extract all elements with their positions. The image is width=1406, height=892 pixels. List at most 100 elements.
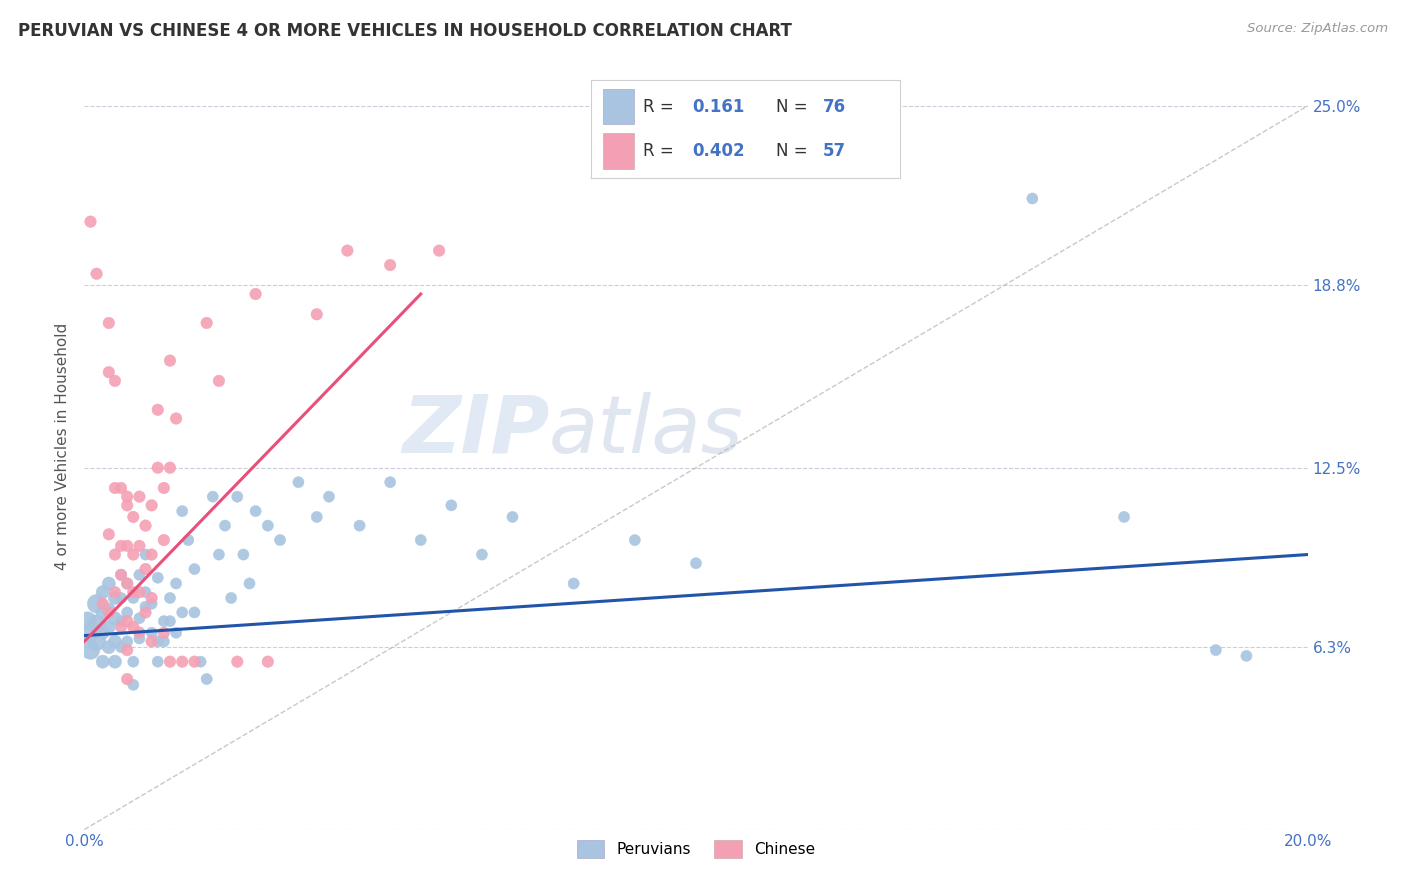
Text: ZIP: ZIP	[402, 392, 550, 470]
Point	[115, 539, 138, 553]
Point	[104, 655, 127, 669]
Point	[128, 611, 150, 625]
Point	[104, 585, 127, 599]
Point	[153, 634, 176, 648]
Point	[128, 567, 150, 582]
Point	[86, 634, 108, 648]
Point	[177, 533, 200, 547]
Point	[128, 490, 150, 504]
Point	[122, 678, 145, 692]
Point	[79, 625, 101, 640]
Point	[141, 625, 163, 640]
Point	[159, 591, 181, 605]
Point	[110, 567, 132, 582]
Point	[86, 597, 108, 611]
Point	[172, 504, 194, 518]
Point	[135, 585, 157, 599]
Point	[183, 655, 205, 669]
Point	[153, 481, 176, 495]
Point	[146, 460, 169, 475]
Point	[91, 585, 114, 599]
Point	[79, 643, 101, 657]
Point	[146, 655, 169, 669]
Point	[110, 614, 132, 628]
Point	[502, 510, 524, 524]
Point	[97, 602, 120, 616]
Point	[159, 614, 181, 628]
Point	[104, 611, 127, 625]
Point	[97, 640, 120, 655]
Point	[86, 267, 108, 281]
Point	[624, 533, 647, 547]
Point	[159, 655, 181, 669]
Text: 0.161: 0.161	[693, 98, 745, 116]
Point	[208, 374, 231, 388]
Text: N =: N =	[776, 98, 807, 116]
Point	[104, 591, 127, 605]
Text: N =: N =	[776, 142, 807, 160]
Point	[245, 504, 267, 518]
Point	[159, 460, 181, 475]
Point	[115, 606, 138, 620]
Point	[110, 481, 132, 495]
Point	[1236, 648, 1258, 663]
Point	[287, 475, 309, 490]
Point	[190, 655, 212, 669]
Point	[172, 655, 194, 669]
Point	[195, 672, 218, 686]
Point	[165, 576, 187, 591]
Point	[380, 258, 402, 272]
Point	[380, 475, 402, 490]
Text: atlas: atlas	[550, 392, 744, 470]
Point	[409, 533, 432, 547]
Point	[128, 539, 150, 553]
Point	[153, 625, 176, 640]
Point	[427, 244, 450, 258]
FancyBboxPatch shape	[603, 133, 634, 169]
Point	[165, 625, 187, 640]
Point	[141, 591, 163, 605]
Point	[135, 548, 157, 562]
Point	[183, 562, 205, 576]
Point	[104, 374, 127, 388]
Point	[208, 548, 231, 562]
Point	[349, 518, 371, 533]
Point	[122, 510, 145, 524]
Text: 57: 57	[823, 142, 845, 160]
FancyBboxPatch shape	[603, 89, 634, 124]
Point	[165, 411, 187, 425]
Point	[115, 672, 138, 686]
Point	[97, 316, 120, 330]
Point	[440, 499, 463, 513]
Point	[97, 576, 120, 591]
Point	[159, 353, 181, 368]
Point	[153, 533, 176, 547]
Text: R =: R =	[643, 142, 673, 160]
Text: 76: 76	[823, 98, 845, 116]
Point	[104, 481, 127, 495]
Point	[146, 634, 169, 648]
Point	[122, 548, 145, 562]
Point	[232, 548, 254, 562]
Point	[562, 576, 585, 591]
Point	[141, 548, 163, 562]
Point	[122, 620, 145, 634]
Point	[269, 533, 291, 547]
Point	[238, 576, 260, 591]
Point	[305, 510, 328, 524]
Point	[257, 655, 280, 669]
Point	[128, 625, 150, 640]
Point	[91, 606, 114, 620]
Point	[97, 365, 120, 379]
Point	[214, 518, 236, 533]
Point	[471, 548, 494, 562]
Point	[110, 640, 132, 655]
Point	[685, 556, 707, 570]
Point	[141, 499, 163, 513]
Point	[318, 490, 340, 504]
Text: Source: ZipAtlas.com: Source: ZipAtlas.com	[1247, 22, 1388, 36]
Point	[336, 244, 359, 258]
Point	[195, 316, 218, 330]
Point	[110, 539, 132, 553]
Point	[97, 620, 120, 634]
